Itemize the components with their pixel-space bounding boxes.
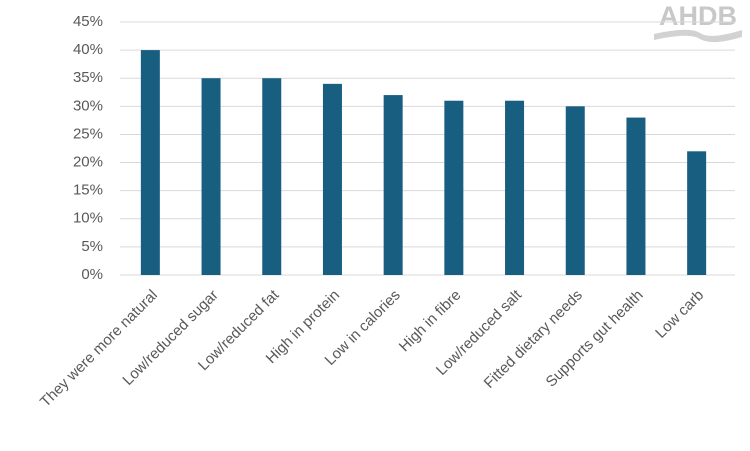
bar — [383, 95, 403, 275]
logo-text: AHDB — [659, 1, 737, 31]
y-tick-label: 25% — [73, 125, 103, 142]
y-tick-label: 0% — [81, 266, 103, 283]
y-tick-label: 20% — [73, 154, 103, 171]
bar — [140, 50, 160, 275]
y-tick-label: 5% — [81, 238, 103, 255]
bar — [322, 83, 342, 275]
bar — [687, 151, 707, 275]
x-tick-label: Low carb — [652, 287, 707, 342]
y-tick-label: 45% — [73, 13, 103, 30]
y-tick-label: 15% — [73, 182, 103, 199]
x-tick-label: They were more natural — [37, 287, 161, 411]
bar — [626, 117, 646, 275]
y-tick-label: 35% — [73, 69, 103, 86]
y-tick-label: 10% — [73, 210, 103, 227]
y-tick-label: 40% — [73, 41, 103, 58]
bar — [201, 78, 221, 275]
logo-swoosh — [654, 29, 742, 43]
bar — [262, 78, 282, 275]
bar — [505, 100, 525, 275]
y-tick-label: 30% — [73, 97, 103, 114]
bar — [444, 100, 464, 275]
bar — [565, 106, 585, 275]
